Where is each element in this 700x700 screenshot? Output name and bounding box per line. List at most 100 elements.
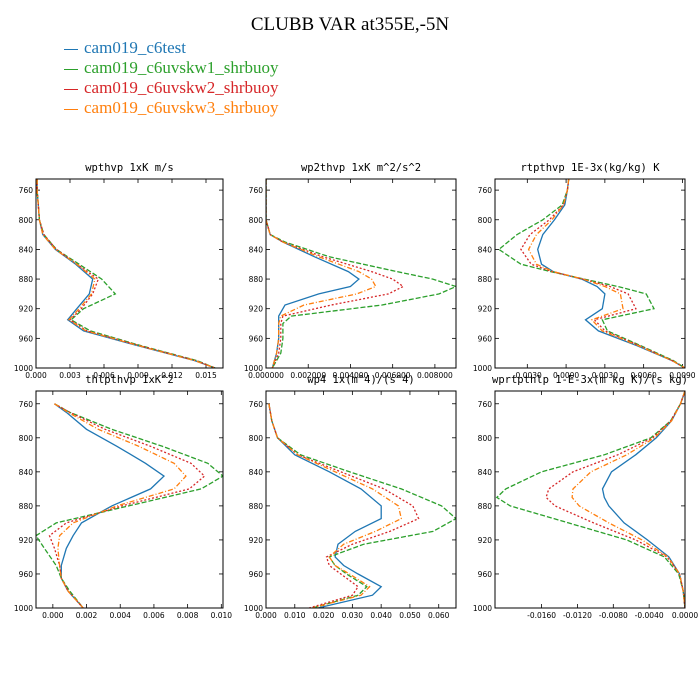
y-tick-label: 920 <box>478 305 493 314</box>
y-tick-label: 840 <box>249 245 264 254</box>
series-line-2 <box>36 179 216 368</box>
x-tick-label: 0.040 <box>370 611 392 620</box>
y-tick-label: 840 <box>478 468 493 477</box>
x-tick-label: 0.006 <box>93 371 115 380</box>
x-tick-label: 0.010 <box>284 611 306 620</box>
series-line-2 <box>36 403 223 608</box>
legend-item-uvskw2: cam019_c6uvskw2_shrbuoy <box>64 78 279 98</box>
series-line-4 <box>266 179 377 368</box>
x-tick-label: -0.0080 <box>599 611 628 620</box>
chart-panel-6: wprtpthlp 1-E-3x(m kg K)/(s kg) 760 800 840… <box>473 374 698 620</box>
x-tick-label: 0.006 <box>143 611 165 620</box>
chart-panel-4: thlpthvp 1xK^2 760 800 840 880 920 960 1000 0.00… <box>14 374 232 620</box>
y-tick-label: 1000 <box>473 364 492 373</box>
x-tick-label: 0.0030 <box>592 371 618 380</box>
x-tick-label: 0.006000 <box>375 371 411 380</box>
series-line-3 <box>266 179 405 368</box>
series-line-1 <box>36 179 216 368</box>
y-tick-label: 840 <box>249 468 264 477</box>
chart-panel-3: rtpthvp 1E-3x(kg/kg) K 760 800 840 880 920 960… <box>473 162 696 380</box>
x-tick-label: 0.0090 <box>669 371 695 380</box>
y-tick-label: 920 <box>249 536 264 545</box>
legend-item-c6test: cam019_c6test <box>64 38 279 58</box>
series-line-2 <box>495 391 685 608</box>
y-tick-label: 960 <box>478 570 493 579</box>
series-line-4 <box>36 179 216 368</box>
x-tick-label: 0.020 <box>313 611 335 620</box>
y-tick-label: 1000 <box>14 364 33 373</box>
plot-frame <box>494 390 686 609</box>
plot-frame <box>35 390 224 609</box>
legend-swatch-uvskw3 <box>64 108 78 110</box>
y-tick-label: 800 <box>478 434 493 443</box>
y-tick-label: 1000 <box>244 364 263 373</box>
x-tick-label: 0.010 <box>211 611 233 620</box>
legend-swatch-uvskw2 <box>64 88 78 90</box>
legend-swatch-c6test <box>64 48 78 50</box>
x-tick-label: 0.009 <box>127 371 149 380</box>
y-tick-label: 960 <box>249 334 264 343</box>
y-tick-label: 880 <box>249 502 264 511</box>
panel-title: wp4 1x(m^4)/(s^4) <box>307 374 414 386</box>
legend-label-uvskw2: cam019_c6uvskw2_shrbuoy <box>84 78 279 97</box>
y-tick-label: 920 <box>19 536 34 545</box>
chart-panel-5: wp4 1x(m^4)/(s^4)76080084088092096010000… <box>244 374 457 620</box>
legend-label-c6test: cam019_c6test <box>84 38 186 57</box>
x-tick-label: 0.060 <box>428 611 450 620</box>
x-tick-label: 0.000 <box>25 371 47 380</box>
legend-item-uvskw1: cam019_c6uvskw1_shrbuoy <box>64 58 279 78</box>
y-tick-label: 760 <box>19 400 34 409</box>
y-tick-label: 1000 <box>14 604 33 613</box>
x-tick-label: 0.003 <box>59 371 81 380</box>
series-line-3 <box>268 403 420 608</box>
series-line-1 <box>268 403 383 608</box>
y-tick-label: 800 <box>249 434 264 443</box>
y-tick-label: 800 <box>478 216 493 225</box>
series-line-4 <box>268 403 403 608</box>
y-tick-label: 920 <box>249 305 264 314</box>
plot-frame <box>35 178 224 369</box>
y-tick-label: 880 <box>478 502 493 511</box>
y-tick-label: 880 <box>249 275 264 284</box>
x-tick-label: 0.002 <box>76 611 98 620</box>
x-tick-label: 0.030 <box>342 611 364 620</box>
panel-title: rtpthvp 1E-3x(kg/kg) K <box>520 162 660 174</box>
panel-title: wprtpthlp 1-E-3x(m kg K)/(s kg) <box>492 374 688 386</box>
plot-frame <box>265 390 457 609</box>
plot-frame <box>265 178 457 369</box>
y-tick-label: 960 <box>249 570 264 579</box>
y-tick-label: 800 <box>19 216 34 225</box>
x-tick-label: 0.000 <box>255 611 277 620</box>
x-tick-label: -0.0040 <box>635 611 664 620</box>
y-tick-label: 920 <box>478 536 493 545</box>
y-tick-label: 960 <box>19 570 34 579</box>
x-tick-label: 0.015 <box>195 371 217 380</box>
y-tick-label: 1000 <box>473 604 492 613</box>
panel-title: thlpthvp 1xK^2 <box>85 374 174 386</box>
x-tick-label: 0.008000 <box>417 371 453 380</box>
series-line-1 <box>601 391 685 608</box>
x-tick-label: 0.0000 <box>672 611 698 620</box>
legend-item-uvskw3: cam019_c6uvskw3_shrbuoy <box>64 98 279 118</box>
x-tick-label: 0.0060 <box>631 371 657 380</box>
legend-label-uvskw3: cam019_c6uvskw3_shrbuoy <box>84 98 279 117</box>
y-tick-label: 840 <box>19 468 34 477</box>
y-tick-label: 760 <box>478 400 493 409</box>
y-tick-label: 960 <box>478 334 493 343</box>
y-tick-label: 880 <box>19 275 34 284</box>
legend: cam019_c6test cam019_c6uvskw1_shrbuoy ca… <box>64 38 279 118</box>
series-line-1 <box>266 179 360 368</box>
series-line-2 <box>268 403 456 608</box>
panel-title: wp2thvp 1xK m^2/s^2 <box>301 162 421 174</box>
chart-panel-2: wp2thvp 1xK m^2/s^2 760 800 840 880 920 960 100… <box>244 162 457 380</box>
y-tick-label: 760 <box>249 400 264 409</box>
x-tick-label: 0.050 <box>399 611 421 620</box>
chart-panel-1: wpthvp 1xK m/s76080084088092096010000.00… <box>14 162 224 380</box>
x-tick-label: 0.000000 <box>248 371 284 380</box>
figure-title: CLUBB VAR at355E,-5N <box>250 14 450 35</box>
legend-swatch-uvskw1 <box>64 68 78 70</box>
plot-frame <box>494 178 686 369</box>
y-tick-label: 1000 <box>244 604 263 613</box>
y-tick-label: 840 <box>478 245 493 254</box>
